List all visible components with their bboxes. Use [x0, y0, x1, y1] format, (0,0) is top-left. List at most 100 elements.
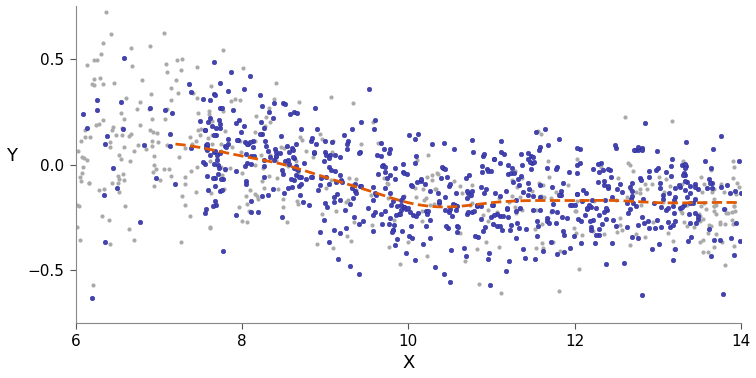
Point: [438, 140, 450, 146]
Point: [206, 141, 218, 147]
Point: [245, 161, 257, 167]
Point: [532, 180, 544, 186]
Point: [97, 40, 109, 46]
Point: [88, 57, 100, 63]
Point: [586, 197, 598, 203]
Point: [131, 106, 143, 112]
Point: [342, 141, 354, 147]
Point: [199, 127, 211, 133]
Point: [522, 149, 534, 155]
Point: [733, 184, 745, 190]
Point: [477, 212, 489, 218]
Point: [379, 169, 391, 175]
Point: [234, 97, 246, 103]
Point: [463, 193, 476, 199]
Point: [264, 154, 276, 160]
Point: [628, 147, 640, 153]
Point: [383, 244, 395, 250]
Point: [270, 80, 282, 86]
Point: [476, 169, 488, 175]
Point: [702, 185, 714, 191]
Point: [254, 131, 266, 137]
Point: [76, 154, 88, 160]
Point: [636, 292, 648, 298]
Point: [179, 202, 191, 208]
Point: [584, 218, 596, 224]
Point: [555, 188, 567, 194]
Point: [346, 185, 358, 191]
Point: [222, 136, 234, 142]
Point: [146, 116, 158, 122]
Point: [76, 170, 88, 176]
Point: [522, 192, 534, 198]
Point: [451, 223, 463, 229]
Point: [253, 209, 265, 215]
Point: [731, 180, 743, 186]
Point: [476, 228, 488, 234]
Point: [231, 137, 243, 143]
Point: [268, 100, 280, 106]
Point: [389, 166, 401, 172]
Point: [404, 223, 417, 229]
Point: [235, 149, 247, 155]
Point: [395, 197, 407, 203]
Point: [460, 253, 472, 259]
Point: [661, 207, 673, 213]
Point: [705, 167, 717, 173]
Point: [147, 138, 159, 144]
Point: [386, 202, 398, 208]
Point: [649, 225, 662, 231]
Point: [583, 201, 595, 208]
Point: [690, 220, 702, 226]
Point: [562, 169, 575, 175]
Point: [715, 133, 727, 139]
Point: [222, 141, 234, 147]
Point: [497, 151, 510, 157]
Point: [204, 224, 216, 230]
Point: [626, 234, 638, 240]
Point: [342, 138, 354, 144]
Point: [651, 217, 663, 223]
Point: [327, 245, 339, 251]
Point: [587, 166, 599, 172]
Point: [466, 200, 479, 206]
Point: [718, 206, 730, 212]
Point: [293, 99, 305, 105]
Point: [147, 129, 160, 135]
Point: [200, 210, 212, 216]
Point: [571, 170, 583, 177]
Point: [116, 132, 129, 138]
Point: [501, 205, 513, 211]
Point: [185, 88, 197, 94]
Point: [72, 148, 84, 154]
Point: [70, 202, 82, 208]
Point: [413, 210, 425, 216]
Point: [702, 176, 714, 182]
Point: [270, 149, 282, 155]
Point: [165, 143, 177, 149]
Point: [319, 149, 331, 155]
Point: [475, 203, 487, 209]
Point: [479, 224, 491, 230]
Point: [246, 153, 258, 160]
Point: [211, 156, 223, 163]
Point: [458, 245, 470, 251]
Point: [463, 172, 475, 178]
Point: [386, 229, 398, 235]
Point: [710, 202, 722, 208]
Point: [469, 233, 481, 239]
Point: [374, 153, 386, 159]
Point: [494, 214, 507, 220]
Point: [676, 204, 688, 211]
Point: [636, 145, 648, 151]
Point: [606, 194, 618, 200]
Point: [432, 198, 445, 204]
Point: [694, 213, 706, 219]
Point: [695, 203, 707, 209]
Point: [639, 120, 651, 126]
Point: [511, 220, 523, 226]
Point: [204, 97, 216, 103]
Point: [706, 185, 718, 191]
Point: [295, 174, 307, 180]
Point: [426, 141, 438, 147]
